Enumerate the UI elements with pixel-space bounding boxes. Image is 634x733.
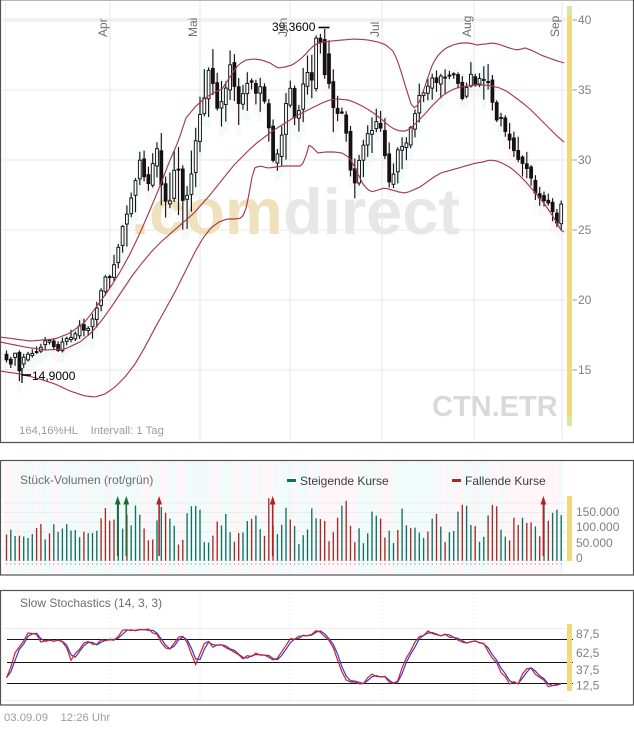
svg-text:Jul: Jul	[368, 22, 382, 37]
svg-text:0: 0	[576, 551, 583, 565]
svg-text:50.000: 50.000	[576, 536, 613, 550]
svg-text:.com: .com	[131, 175, 283, 248]
svg-text:Steigende Kurse: Steigende Kurse	[300, 474, 389, 488]
svg-text:03.09.09 12:26 Uhr: 03.09.09 12:26 Uhr	[4, 712, 110, 724]
svg-text:Jun: Jun	[276, 18, 290, 37]
svg-text:Sep: Sep	[548, 15, 562, 37]
svg-text:14,9000: 14,9000	[32, 369, 76, 383]
svg-text:37,5: 37,5	[576, 663, 600, 677]
svg-text:39,3600: 39,3600	[272, 20, 316, 34]
svg-text:87,5: 87,5	[576, 627, 600, 641]
svg-text:150.000: 150.000	[576, 505, 620, 519]
svg-text:Slow Stochastics (14, 3, 3): Slow Stochastics (14, 3, 3)	[20, 596, 162, 610]
svg-text:100.000: 100.000	[576, 520, 620, 534]
svg-text:35: 35	[578, 83, 592, 97]
svg-text:Aug: Aug	[460, 16, 474, 37]
svg-text:CTN.ETR: CTN.ETR	[432, 391, 558, 423]
svg-text:Fallende Kurse: Fallende Kurse	[465, 474, 546, 488]
svg-text:62,5: 62,5	[576, 646, 600, 660]
svg-text:direct: direct	[283, 175, 460, 248]
svg-text:25: 25	[578, 223, 592, 237]
svg-text:40: 40	[578, 13, 592, 27]
svg-text:Stück-Volumen (rot/grün): Stück-Volumen (rot/grün)	[20, 473, 153, 487]
svg-text:12,5: 12,5	[576, 679, 600, 693]
svg-text:30: 30	[578, 153, 592, 167]
svg-text:Mai: Mai	[186, 18, 200, 37]
svg-text:Apr: Apr	[96, 18, 110, 37]
svg-text:20: 20	[578, 293, 592, 307]
svg-text:164,16%HL Intervall: 1 Tag: 164,16%HL Intervall: 1 Tag	[19, 425, 164, 437]
svg-text:15: 15	[578, 363, 592, 377]
